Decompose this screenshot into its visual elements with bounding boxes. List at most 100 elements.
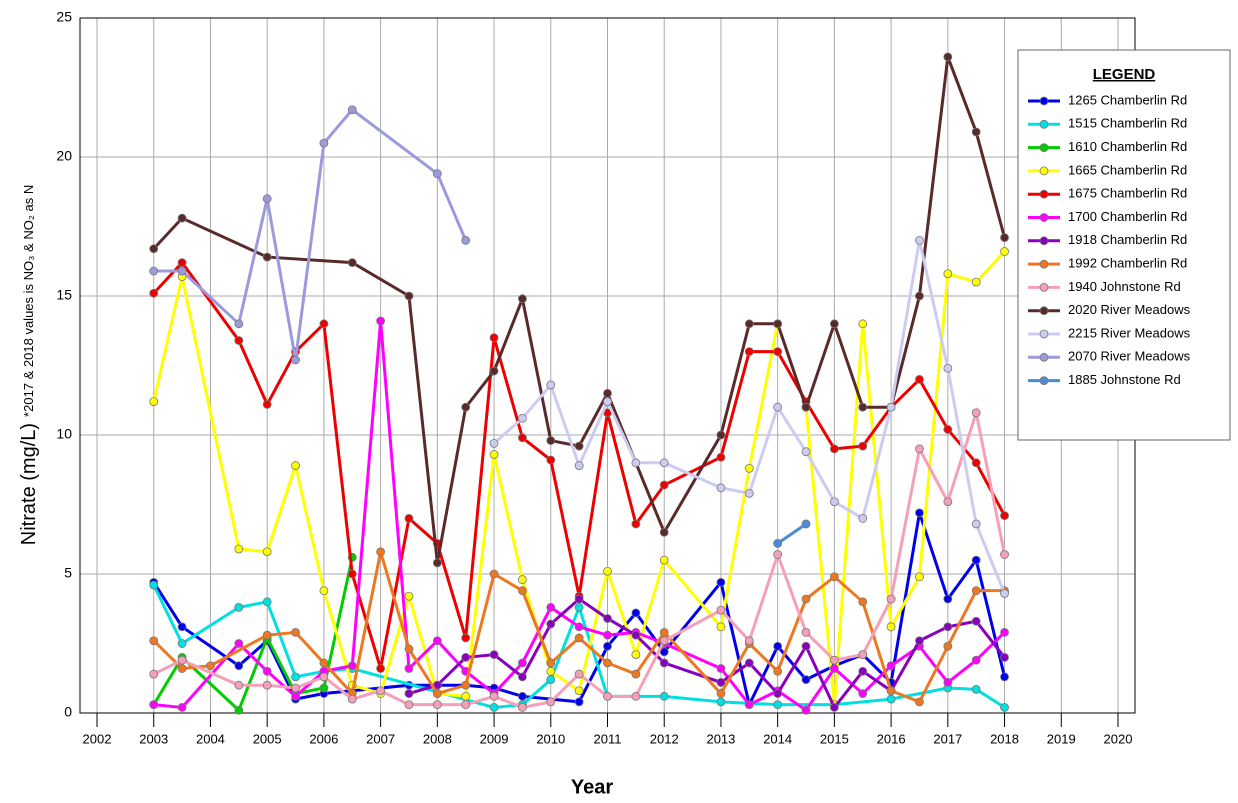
x-tick-label: 2005 (253, 731, 282, 746)
data-point (234, 319, 244, 329)
data-point (801, 402, 811, 412)
data-point (716, 452, 726, 462)
legend-label: 2020 River Meadows (1068, 302, 1191, 317)
data-point (1000, 247, 1009, 256)
data-point (943, 594, 953, 604)
data-point (1000, 627, 1009, 637)
data-point (291, 672, 300, 682)
data-point (149, 288, 159, 298)
data-point (489, 650, 499, 660)
data-point (801, 594, 811, 604)
data-point (149, 397, 159, 407)
y-axis-title: Nitrate (mg/L) (18, 423, 40, 545)
data-point (603, 641, 612, 651)
data-point (773, 700, 783, 710)
data-point (489, 691, 499, 701)
data-point (461, 235, 471, 245)
data-point (574, 633, 584, 643)
data-point (1000, 550, 1009, 559)
data-point (603, 691, 612, 701)
data-point (574, 669, 584, 679)
data-point (1000, 653, 1009, 662)
data-point (461, 633, 471, 643)
y-tick-label: 15 (56, 287, 72, 303)
data-point (404, 700, 414, 710)
data-point (659, 691, 669, 701)
data-point (603, 614, 612, 623)
data-point (886, 661, 896, 671)
data-point (716, 689, 726, 698)
data-point (631, 630, 641, 640)
data-point (915, 444, 924, 454)
y-tick-label: 20 (56, 148, 72, 164)
legend: 1265 Chamberlin Rd 1515 Chamberlin Rd 1610… (1028, 92, 1191, 387)
data-point (631, 519, 641, 529)
grid: 0 5 10 15 20 25 2002 2003 2004 2005 2006 2007 2008 20… (56, 9, 1136, 746)
data-point (404, 664, 414, 673)
data-point (943, 622, 953, 632)
data-point (262, 666, 272, 676)
data-point (744, 636, 754, 646)
data-point (262, 630, 272, 640)
data-point (631, 458, 641, 468)
data-point (518, 691, 527, 701)
data-point (404, 689, 414, 698)
data-point (1000, 589, 1009, 598)
data-point (489, 703, 499, 712)
data-point (971, 458, 981, 468)
data-point (886, 622, 896, 632)
data-point (489, 450, 499, 459)
x-tick-label: 2014 (763, 731, 792, 746)
data-point (546, 436, 556, 445)
data-point (404, 514, 414, 523)
legend-label: 1918 Chamberlin Rd (1068, 232, 1187, 247)
data-point (886, 402, 896, 412)
legend-label: 2070 River Meadows (1068, 349, 1191, 364)
x-tick-label: 2015 (820, 731, 849, 746)
data-point (744, 347, 754, 357)
data-point (376, 664, 386, 673)
data-point (518, 413, 527, 423)
x-tick-label: 2006 (309, 731, 338, 746)
data-point (773, 689, 783, 698)
data-point (262, 194, 272, 204)
data-point (177, 703, 187, 712)
legend-marker (1039, 96, 1049, 106)
data-point (659, 658, 669, 668)
data-point (262, 680, 272, 690)
data-point (971, 408, 981, 418)
data-point (915, 572, 924, 582)
y-tick-label: 5 (64, 565, 72, 581)
data-point (234, 661, 244, 671)
legend-label: 1265 Chamberlin Rd (1068, 92, 1187, 107)
data-point (489, 438, 499, 448)
data-point (574, 697, 584, 707)
data-point (461, 653, 471, 662)
legend-marker (1039, 189, 1049, 199)
data-point (234, 336, 244, 345)
data-point (829, 664, 839, 673)
data-point (1000, 703, 1009, 712)
data-point (659, 555, 669, 565)
data-point (773, 666, 783, 676)
data-point (291, 355, 300, 365)
data-point (177, 622, 187, 632)
data-point (319, 586, 329, 596)
data-point (943, 52, 953, 62)
data-point (574, 441, 584, 451)
legend-label: 1885 Johnstone Rd (1068, 372, 1181, 387)
data-point (177, 213, 187, 223)
legend-marker (1039, 376, 1049, 386)
data-point (149, 580, 159, 590)
y-axis-note: *2017 & 2018 values is NO₃ & NO₂ as N (21, 185, 36, 417)
x-tick-label: 2012 (650, 731, 679, 746)
data-point (744, 319, 754, 329)
data-point (574, 461, 584, 470)
data-point (177, 639, 187, 648)
data-point (149, 244, 159, 254)
legend-label: 2215 River Meadows (1068, 325, 1191, 340)
data-point (858, 402, 868, 412)
data-point (603, 388, 612, 398)
data-point (659, 627, 669, 637)
